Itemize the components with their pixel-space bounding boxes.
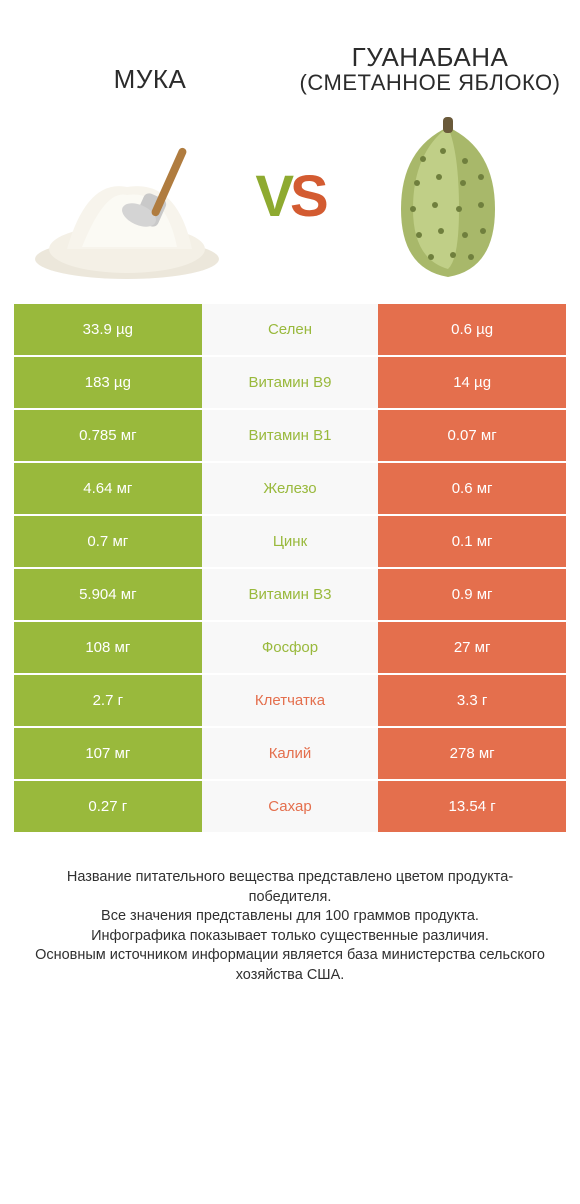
table-row: 183 µgВитамин B914 µg bbox=[14, 357, 566, 408]
table-row: 107 мгКалий278 мг bbox=[14, 728, 566, 779]
table-row: 33.9 µgСелен0.6 µg bbox=[14, 304, 566, 355]
footnotes: Название питательного вещества представл… bbox=[0, 832, 580, 985]
left-value: 5.904 мг bbox=[14, 569, 202, 620]
left-value: 0.27 г bbox=[14, 781, 202, 832]
title-right-col: ГУАНАБАНА (СМЕТАННОЕ ЯБЛОКО) bbox=[290, 44, 570, 95]
right-product-subtitle: (СМЕТАННОЕ ЯБЛОКО) bbox=[290, 71, 570, 95]
footnote-line: Все значения представлены для 100 граммо… bbox=[28, 907, 552, 927]
vs-v: V bbox=[255, 164, 290, 229]
hero-row: VS bbox=[0, 101, 580, 304]
footnote-line: Название питательного вещества представл… bbox=[28, 868, 552, 907]
nutrient-name: Сахар bbox=[202, 781, 379, 832]
vs-s: S bbox=[290, 164, 325, 229]
right-value: 0.1 мг bbox=[378, 516, 566, 567]
footnote-line: Инфографика показывает только существенн… bbox=[28, 927, 552, 947]
footnote-line: Основным источником информации является … bbox=[28, 946, 552, 985]
right-value: 13.54 г bbox=[378, 781, 566, 832]
left-value: 0.7 мг bbox=[14, 516, 202, 567]
table-row: 0.27 гСахар13.54 г bbox=[14, 781, 566, 832]
vs-label: VS bbox=[249, 163, 330, 230]
left-value: 4.64 мг bbox=[14, 463, 202, 514]
nutrient-name: Витамин B1 bbox=[202, 410, 379, 461]
right-value: 14 µg bbox=[378, 357, 566, 408]
nutrient-name: Фосфор bbox=[202, 622, 379, 673]
left-image-box bbox=[14, 109, 249, 284]
left-value: 107 мг bbox=[14, 728, 202, 779]
left-value: 108 мг bbox=[14, 622, 202, 673]
nutrient-name: Калий bbox=[202, 728, 379, 779]
left-value: 183 µg bbox=[14, 357, 202, 408]
titles-row: МУКА ГУАНАБАНА (СМЕТАННОЕ ЯБЛОКО) bbox=[0, 0, 580, 101]
left-value: 33.9 µg bbox=[14, 304, 202, 355]
nutrient-name: Витамин B3 bbox=[202, 569, 379, 620]
nutrient-name: Витамин B9 bbox=[202, 357, 379, 408]
right-value: 0.6 мг bbox=[378, 463, 566, 514]
table-row: 2.7 гКлетчатка3.3 г bbox=[14, 675, 566, 726]
right-image-box bbox=[331, 109, 566, 284]
right-value: 0.07 мг bbox=[378, 410, 566, 461]
right-value: 0.9 мг bbox=[378, 569, 566, 620]
flour-icon bbox=[27, 109, 237, 284]
right-value: 0.6 µg bbox=[378, 304, 566, 355]
right-value: 27 мг bbox=[378, 622, 566, 673]
left-value: 2.7 г bbox=[14, 675, 202, 726]
left-product-title: МУКА bbox=[10, 20, 290, 95]
nutrient-name: Железо bbox=[202, 463, 379, 514]
nutrient-name: Цинк bbox=[202, 516, 379, 567]
comparison-infographic: МУКА ГУАНАБАНА (СМЕТАННОЕ ЯБЛОКО) VS bbox=[0, 0, 580, 1204]
nutrient-table: 33.9 µgСелен0.6 µg183 µgВитамин B914 µg0… bbox=[0, 304, 580, 832]
title-left-col: МУКА bbox=[10, 20, 290, 95]
nutrient-name: Селен bbox=[202, 304, 379, 355]
right-product-title: ГУАНАБАНА bbox=[290, 44, 570, 71]
soursop-icon bbox=[373, 109, 523, 284]
table-row: 108 мгФосфор27 мг bbox=[14, 622, 566, 673]
right-value: 3.3 г bbox=[378, 675, 566, 726]
table-row: 0.7 мгЦинк0.1 мг bbox=[14, 516, 566, 567]
table-row: 5.904 мгВитамин B30.9 мг bbox=[14, 569, 566, 620]
nutrient-name: Клетчатка bbox=[202, 675, 379, 726]
table-row: 4.64 мгЖелезо0.6 мг bbox=[14, 463, 566, 514]
table-row: 0.785 мгВитамин B10.07 мг bbox=[14, 410, 566, 461]
left-value: 0.785 мг bbox=[14, 410, 202, 461]
right-value: 278 мг bbox=[378, 728, 566, 779]
